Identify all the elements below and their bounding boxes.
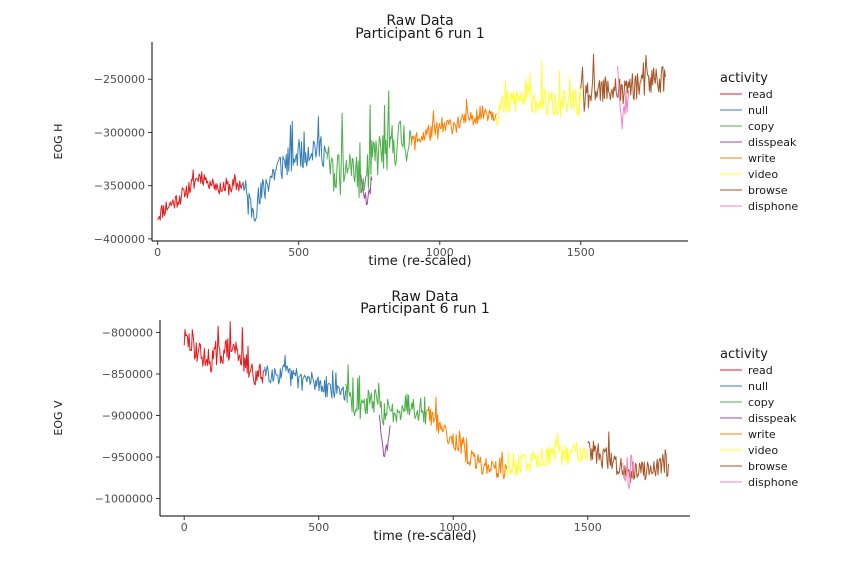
series-line-null xyxy=(264,354,347,401)
y-tick-label: −300000 xyxy=(94,126,145,139)
series-line-read xyxy=(157,169,243,221)
x-tick-label: 0 xyxy=(181,521,188,534)
y-tick-label: −950000 xyxy=(102,451,153,464)
y-tick-label: −350000 xyxy=(94,180,145,193)
series-line-disphone xyxy=(622,454,634,489)
legend-label-disphone: disphone xyxy=(748,476,798,489)
x-tick-label: 500 xyxy=(288,246,309,259)
x-tick-label: 1500 xyxy=(574,521,602,534)
chart-subtitle: Participant 6 run 1 xyxy=(360,301,490,317)
x-axis-label: time (re-scaled) xyxy=(373,529,476,544)
y-tick-label: −800000 xyxy=(102,326,153,339)
series-line-copy xyxy=(326,90,412,198)
legend: activity read null copy disspeak write video br… xyxy=(720,71,798,213)
chart-title: Raw Data xyxy=(391,289,458,305)
legend-label-null: null xyxy=(748,104,768,117)
legend-label-disspeak: disspeak xyxy=(748,136,797,149)
legend-label-video: video xyxy=(748,168,778,181)
series-line-null xyxy=(241,116,328,222)
series-line-copy xyxy=(345,364,427,426)
x-axis-label: time (re-scaled) xyxy=(368,254,471,269)
y-tick-label: −900000 xyxy=(102,410,153,423)
series-line-browse xyxy=(580,53,666,112)
legend-label-read: read xyxy=(748,364,773,377)
series-line-video xyxy=(506,432,589,477)
legend-label-disspeak: disspeak xyxy=(748,412,797,425)
y-tick-label: −850000 xyxy=(102,368,153,381)
series-line-write xyxy=(425,396,508,480)
x-tick-label: 0 xyxy=(154,246,161,259)
legend-label-video: video xyxy=(748,444,778,457)
y-tick-label: −250000 xyxy=(94,73,145,86)
legend-title: activity xyxy=(720,71,768,86)
series-line-write xyxy=(411,98,497,151)
legend-label-read: read xyxy=(748,88,773,101)
legend-label-write: write xyxy=(748,152,776,165)
series-line-read xyxy=(183,321,266,386)
legend-label-copy: copy xyxy=(748,120,775,133)
x-tick-label: 1000 xyxy=(426,246,454,259)
legend-label-null: null xyxy=(748,380,768,393)
x-tick-label: 1000 xyxy=(439,521,467,534)
legend: activity read null copy disspeak write video br… xyxy=(720,347,798,489)
legend-label-copy: copy xyxy=(748,396,775,409)
x-tick-label: 1500 xyxy=(567,246,595,259)
x-tick-label: 500 xyxy=(308,521,329,534)
series-line-disspeak xyxy=(378,414,391,458)
legend-label-browse: browse xyxy=(748,460,788,473)
legend-label-browse: browse xyxy=(748,184,788,197)
legend-title: activity xyxy=(720,347,768,362)
series-line-video xyxy=(495,60,582,126)
chart-subtitle: Participant 6 run 1 xyxy=(355,26,485,42)
y-axis-label: EOG H xyxy=(52,124,65,160)
chart-title: Raw Data xyxy=(386,13,453,29)
y-tick-label: −1000000 xyxy=(95,493,153,506)
legend-label-disphone: disphone xyxy=(748,200,798,213)
y-axis-label: EOG V xyxy=(52,400,65,436)
series-line-disphone xyxy=(617,65,630,130)
legend-label-write: write xyxy=(748,428,776,441)
series-line-disspeak xyxy=(360,174,373,206)
y-tick-label: −400000 xyxy=(94,233,145,246)
